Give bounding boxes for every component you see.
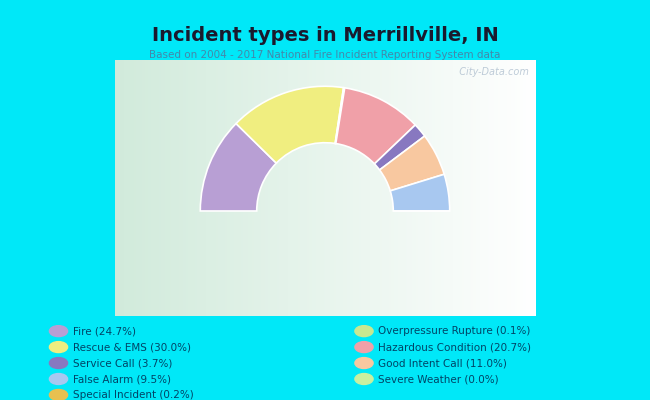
Text: Fire (24.7%): Fire (24.7%) — [73, 326, 136, 336]
Text: Rescue & EMS (30.0%): Rescue & EMS (30.0%) — [73, 342, 191, 352]
Text: False Alarm (9.5%): False Alarm (9.5%) — [73, 374, 171, 384]
Text: Overpressure Rupture (0.1%): Overpressure Rupture (0.1%) — [378, 326, 530, 336]
Wedge shape — [380, 136, 444, 191]
Wedge shape — [335, 88, 345, 144]
Ellipse shape — [49, 374, 68, 384]
Text: Severe Weather (0.0%): Severe Weather (0.0%) — [378, 374, 499, 384]
Wedge shape — [336, 88, 415, 164]
Ellipse shape — [355, 358, 373, 368]
Text: Hazardous Condition (20.7%): Hazardous Condition (20.7%) — [378, 342, 531, 352]
Text: Good Intent Call (11.0%): Good Intent Call (11.0%) — [378, 358, 507, 368]
Ellipse shape — [49, 342, 68, 352]
Wedge shape — [374, 125, 424, 170]
Text: Service Call (3.7%): Service Call (3.7%) — [73, 358, 172, 368]
Ellipse shape — [355, 374, 373, 384]
Text: Incident types in Merrillville, IN: Incident types in Merrillville, IN — [151, 26, 499, 45]
Ellipse shape — [355, 342, 373, 352]
Ellipse shape — [49, 326, 68, 336]
Ellipse shape — [49, 358, 68, 368]
Wedge shape — [390, 174, 450, 211]
Wedge shape — [335, 88, 345, 144]
Wedge shape — [200, 124, 276, 211]
Ellipse shape — [355, 326, 373, 336]
Text: City-Data.com: City-Data.com — [452, 66, 528, 76]
Ellipse shape — [49, 390, 68, 400]
Text: Special Incident (0.2%): Special Incident (0.2%) — [73, 390, 194, 400]
Text: Based on 2004 - 2017 National Fire Incident Reporting System data: Based on 2004 - 2017 National Fire Incid… — [150, 50, 500, 60]
Wedge shape — [236, 86, 344, 163]
